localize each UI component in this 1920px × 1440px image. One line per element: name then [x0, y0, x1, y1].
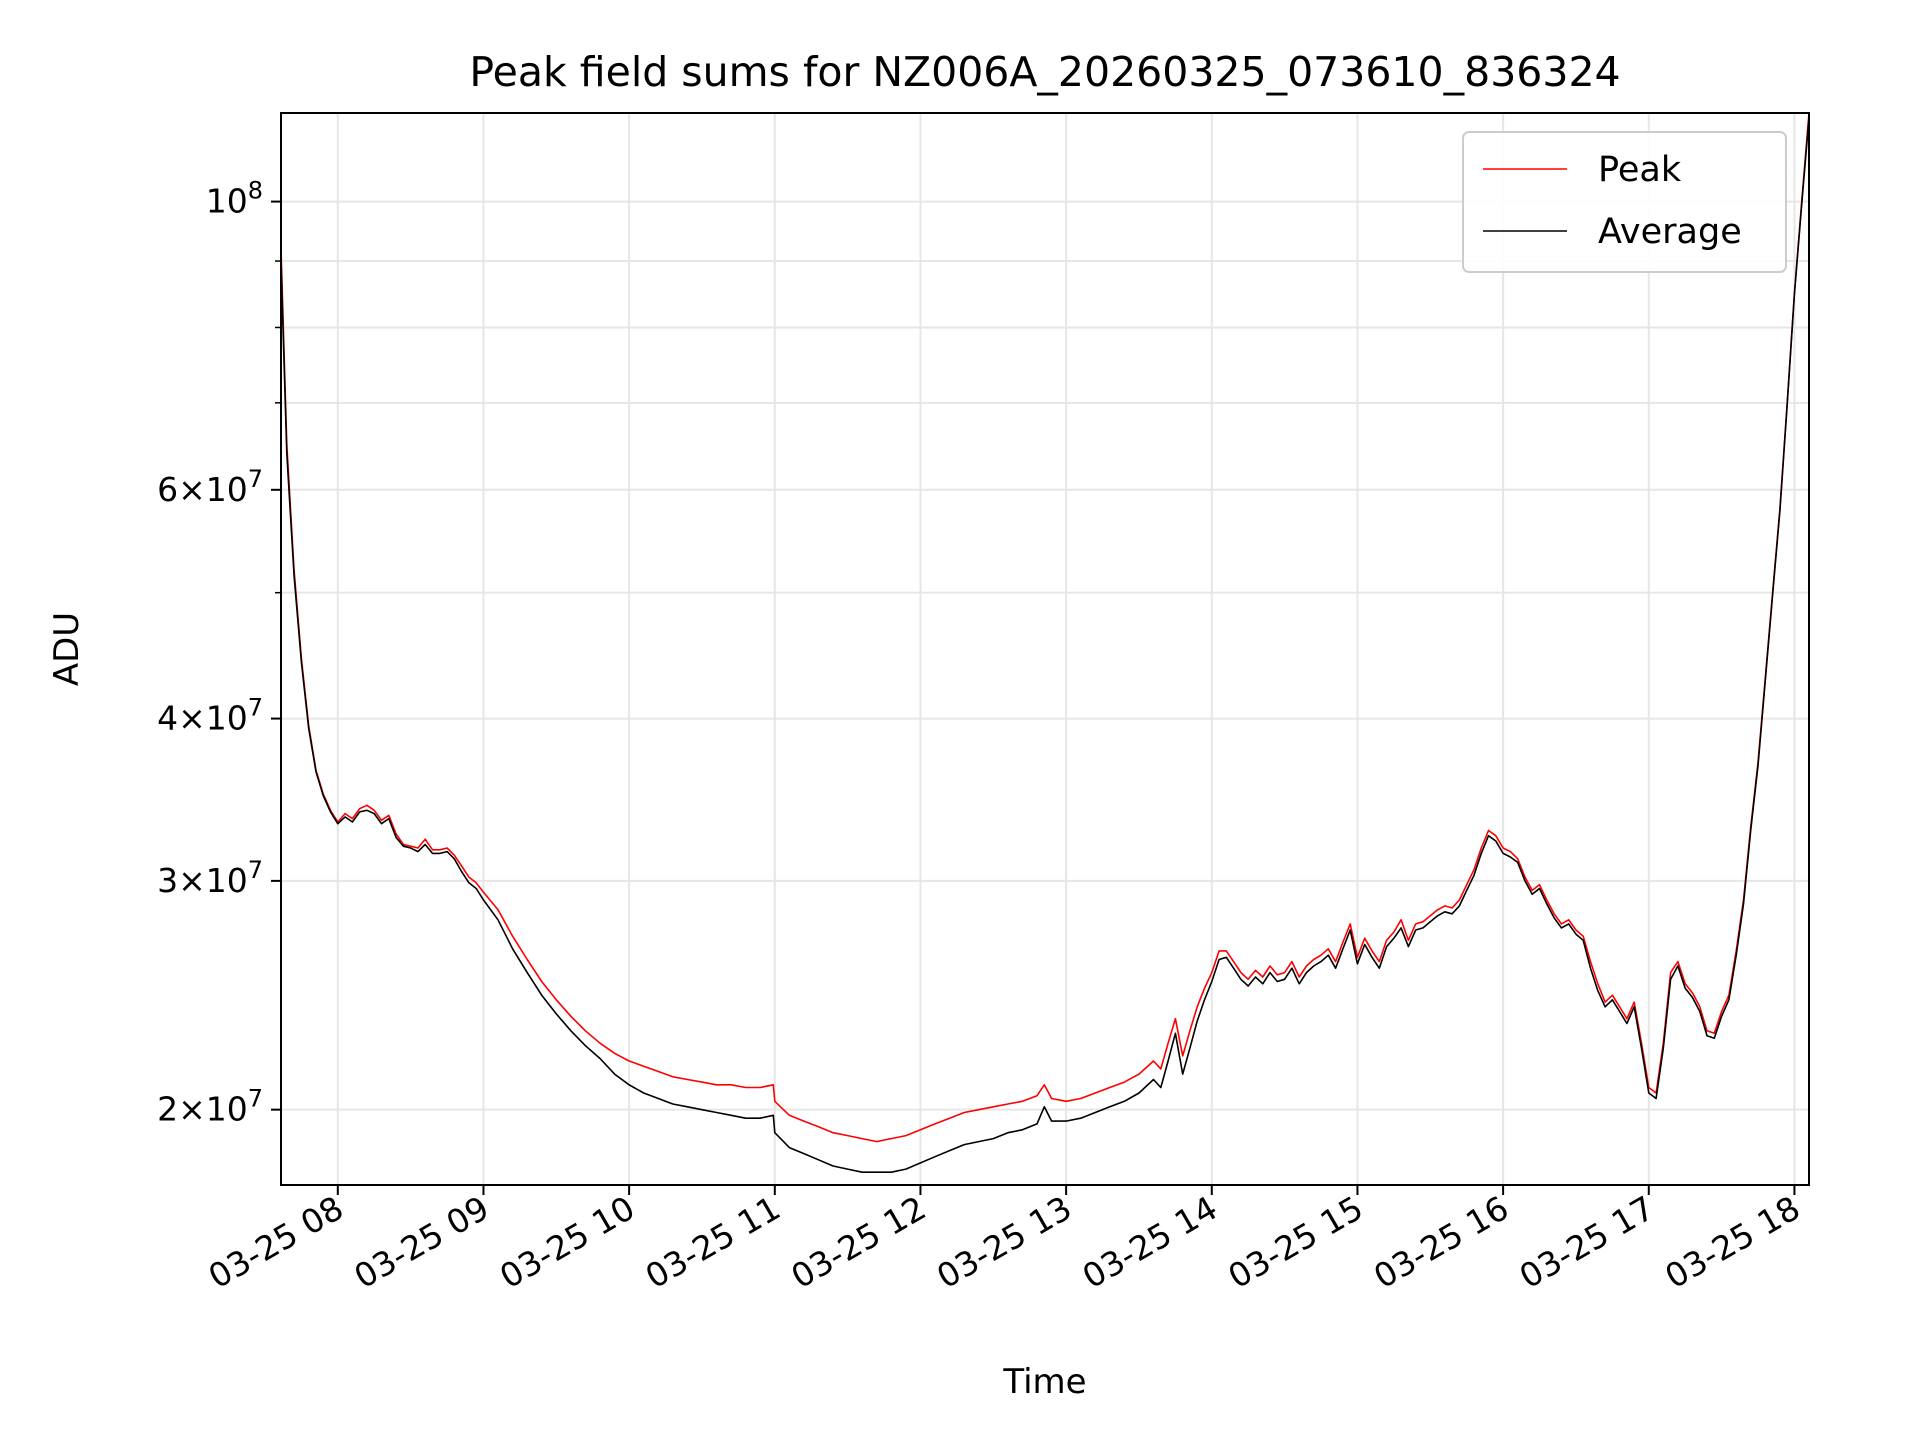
- plot-frame: [280, 112, 1810, 1186]
- legend-peak-label: Peak: [1598, 150, 1682, 190]
- x-axis-label: Time: [1002, 1362, 1086, 1402]
- chart-title: Peak field sums for NZ006A_20260325_0736…: [469, 48, 1620, 96]
- y-tick-label: 6×107: [157, 465, 263, 509]
- legend: Peak Average: [1462, 131, 1787, 273]
- series-line-average: [280, 117, 1810, 1173]
- y-tick-label: 108: [206, 177, 263, 221]
- y-tick-mantissa: 2×10: [157, 1090, 248, 1129]
- y-tick-exponent: 7: [248, 694, 263, 722]
- legend-box: [1462, 131, 1787, 273]
- y-tick-label: 4×107: [157, 694, 263, 738]
- y-tick-exponent: 7: [248, 465, 263, 493]
- y-axis-label: ADU: [47, 612, 87, 686]
- y-tick-mantissa: 6×10: [157, 470, 248, 509]
- series-line-peak: [280, 112, 1810, 1143]
- y-tick-label: 3×107: [157, 856, 263, 900]
- y-tick-mantissa: 3×10: [157, 861, 248, 900]
- legend-average-label: Average: [1598, 212, 1742, 252]
- y-tick-label: 2×107: [157, 1085, 263, 1129]
- y-tick-exponent: 7: [248, 1085, 263, 1113]
- series-lines: [280, 112, 1810, 1173]
- plot-area: [281, 113, 1809, 1185]
- y-tick-exponent: 7: [248, 856, 263, 884]
- y-tick-mantissa: 4×10: [157, 699, 248, 738]
- y-tick-exponent: 8: [248, 177, 263, 205]
